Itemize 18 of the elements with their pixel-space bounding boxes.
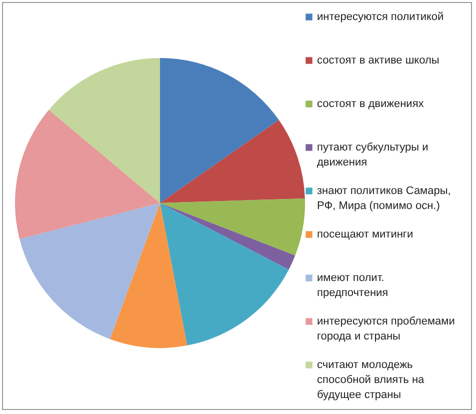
pie-slice xyxy=(160,198,305,256)
pie-slice xyxy=(160,203,296,270)
pie-slice xyxy=(160,120,305,203)
legend-label: имеют полит. предпочтения xyxy=(317,272,388,299)
legend-label: посещают митинги xyxy=(317,228,414,240)
pie-slice xyxy=(48,58,160,203)
legend-label: знают политиков Самары, РФ, Мира (помимо осн.) xyxy=(317,185,451,212)
pie-slice xyxy=(160,58,279,203)
legend-label: интересуются проблемами города и страны xyxy=(317,316,455,342)
legend-label: состоят в активе школы xyxy=(317,54,440,66)
pie-slice xyxy=(15,110,160,240)
pie-slice xyxy=(20,203,160,340)
legend-label: считают молодежь способной влиять на будущее страны xyxy=(317,359,426,401)
legend-label: состоят в движениях xyxy=(317,98,424,110)
legend-label: интересуются политикой xyxy=(317,11,444,23)
legend-label: путают субкультуры и движения xyxy=(317,142,428,168)
pie-slice xyxy=(110,203,188,348)
pie-slice xyxy=(160,203,289,346)
